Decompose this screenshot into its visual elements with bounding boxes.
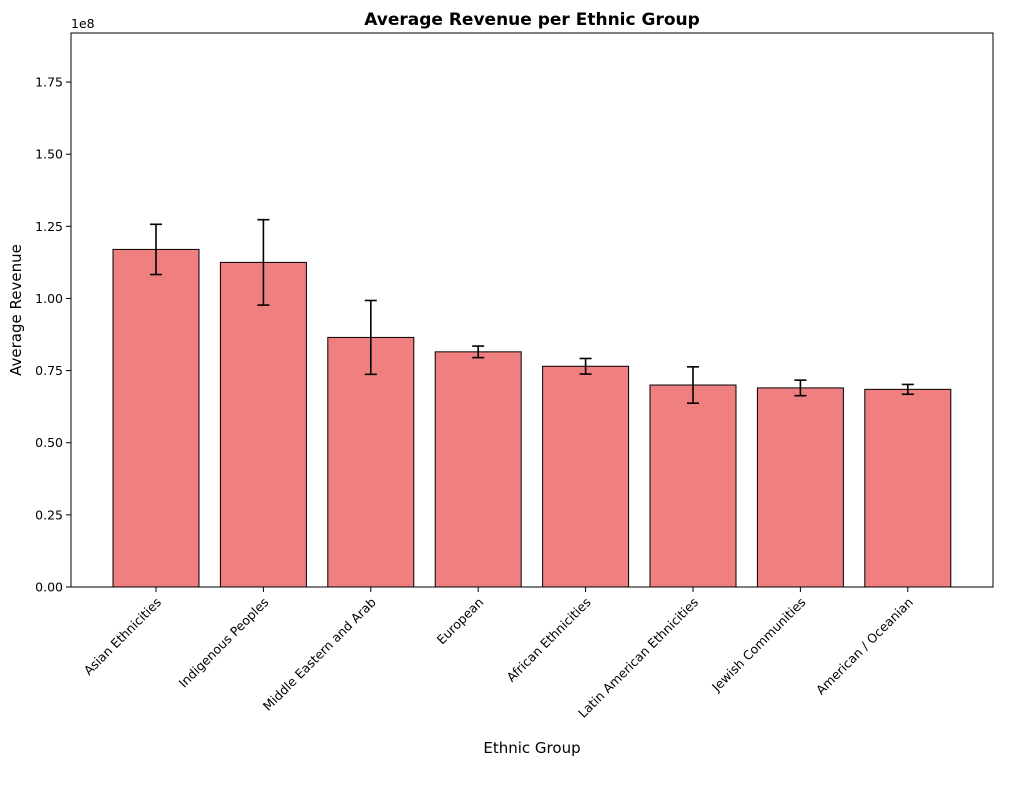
x-tick-label: Asian Ethnicities — [81, 595, 165, 679]
y-tick-label: 0.75 — [35, 363, 63, 378]
x-tick-label: European — [434, 595, 487, 648]
bar — [219, 261, 307, 588]
y-tick-label: 0.00 — [35, 580, 63, 595]
y-tick-label: 0.25 — [35, 507, 63, 522]
plot-frame — [70, 32, 994, 588]
bars-layer — [112, 248, 952, 588]
x-axis-label: Ethnic Group — [483, 739, 580, 757]
bar — [542, 365, 630, 588]
x-tick-label: American / Oceanian — [813, 595, 916, 698]
bar — [327, 336, 415, 588]
chart-title: Average Revenue per Ethnic Group — [364, 10, 700, 30]
x-tick-label: Jewish Communities — [708, 595, 808, 695]
y-tick-label: 1.50 — [35, 147, 63, 162]
y-axis: 0.00 0.25 0.50 0.75 1.00 1.25 1.50 1.75 — [35, 75, 71, 595]
bar — [112, 248, 200, 588]
x-tick-label: Latin American Ethnicities — [575, 595, 701, 721]
x-tick-label: Indigenous Peoples — [176, 595, 272, 691]
bar — [649, 384, 737, 588]
y-axis-label: Average Revenue — [7, 244, 25, 376]
bar — [756, 387, 844, 588]
bar — [434, 351, 522, 588]
error-bars-layer — [150, 218, 914, 404]
y-tick-label: 1.25 — [35, 219, 63, 234]
x-tick-label: Middle Eastern and Arab — [260, 594, 379, 713]
x-axis: Asian Ethnicities Indigenous PeoplesMiddl… — [81, 587, 916, 721]
bar — [864, 388, 952, 588]
x-tick-label: African Ethnicities — [503, 595, 593, 685]
y-tick-label: 0.50 — [35, 435, 63, 450]
y-tick-label: 1.00 — [35, 291, 63, 306]
y-axis-offset-label: 1e8 — [71, 16, 95, 31]
y-tick-label: 1.75 — [35, 75, 63, 90]
